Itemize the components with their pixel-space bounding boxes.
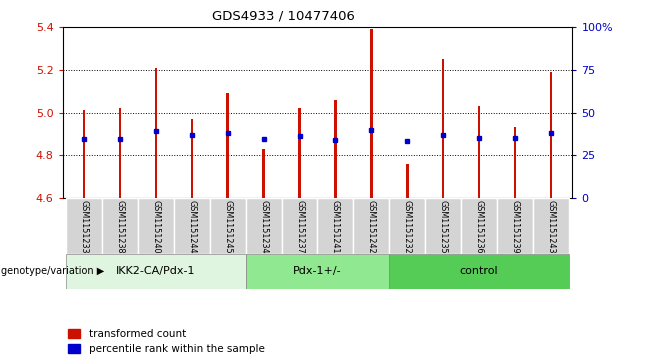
Bar	[461, 198, 497, 254]
Bar	[191, 119, 193, 198]
Text: GSM1151237: GSM1151237	[295, 200, 304, 253]
Bar	[390, 198, 425, 254]
Text: GSM1151232: GSM1151232	[403, 200, 412, 253]
Text: GSM1151233: GSM1151233	[80, 200, 89, 253]
Bar	[353, 198, 390, 254]
Legend: transformed count, percentile rank within the sample: transformed count, percentile rank withi…	[68, 329, 265, 354]
Bar	[226, 93, 229, 198]
Bar	[245, 198, 282, 254]
Bar	[442, 59, 444, 198]
Text: GSM1151235: GSM1151235	[439, 200, 447, 253]
Bar	[334, 100, 337, 198]
Bar	[66, 198, 102, 254]
Text: GDS4933 / 10477406: GDS4933 / 10477406	[211, 9, 355, 22]
Text: GSM1151242: GSM1151242	[367, 200, 376, 253]
Bar	[66, 254, 245, 289]
Text: GSM1151240: GSM1151240	[151, 200, 161, 253]
Bar	[425, 198, 461, 254]
Text: GSM1151239: GSM1151239	[511, 200, 520, 253]
Text: GSM1151234: GSM1151234	[259, 200, 268, 253]
Bar	[155, 68, 157, 198]
Bar	[514, 127, 517, 198]
Text: GSM1151245: GSM1151245	[223, 200, 232, 253]
Bar	[174, 198, 210, 254]
Text: IKK2-CA/Pdx-1: IKK2-CA/Pdx-1	[116, 266, 195, 276]
Text: GSM1151244: GSM1151244	[188, 200, 196, 253]
Bar	[83, 110, 86, 198]
Text: GSM1151241: GSM1151241	[331, 200, 340, 253]
Bar	[318, 198, 353, 254]
Bar	[390, 254, 569, 289]
Bar	[210, 198, 245, 254]
Bar	[478, 106, 480, 198]
Bar	[298, 108, 301, 198]
Text: GSM1151243: GSM1151243	[546, 200, 555, 253]
Text: Pdx-1+/-: Pdx-1+/-	[293, 266, 342, 276]
Bar	[245, 254, 390, 289]
Bar	[549, 72, 552, 198]
Bar	[282, 198, 318, 254]
Bar	[406, 164, 409, 198]
Bar	[118, 108, 121, 198]
Text: GSM1151236: GSM1151236	[474, 200, 484, 253]
Bar	[102, 198, 138, 254]
Bar	[533, 198, 569, 254]
Bar	[138, 198, 174, 254]
Bar	[370, 29, 372, 198]
Bar	[497, 198, 533, 254]
Text: genotype/variation ▶: genotype/variation ▶	[1, 266, 105, 276]
Bar	[263, 149, 265, 198]
Text: GSM1151238: GSM1151238	[115, 200, 124, 253]
Text: control: control	[460, 266, 498, 276]
